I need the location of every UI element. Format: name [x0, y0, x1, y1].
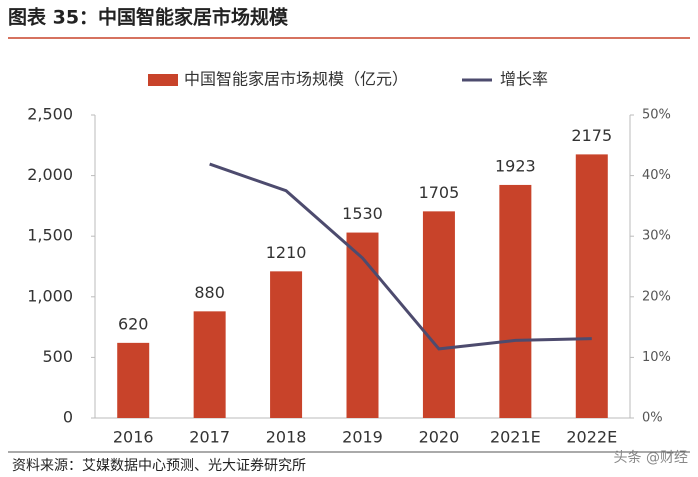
y-tick-label: 500	[42, 347, 73, 366]
value-label: 1210	[266, 243, 307, 262]
y-tick-label: 1,000	[27, 286, 73, 305]
legend-label: 中国智能家居市场规模（亿元）	[184, 70, 408, 89]
source: 资料来源：艾媒数据中心预测、光大证券研究所	[12, 458, 306, 474]
y-tick-label: 2,500	[27, 105, 73, 124]
value-label: 620	[118, 314, 149, 333]
value-label: 2175	[571, 126, 612, 145]
y2-tick-label: 20%	[642, 289, 671, 304]
bar	[422, 211, 455, 418]
growth-line	[209, 162, 592, 351]
bar	[346, 232, 379, 418]
y-tick-label: 2,000	[27, 165, 73, 184]
x-tick-label: 2022E	[566, 428, 617, 447]
bar	[193, 311, 226, 418]
x-tick-label: 2020	[419, 428, 460, 447]
bar	[117, 342, 150, 418]
chart-title: 图表 35：中国智能家居市场规模	[8, 6, 289, 29]
bar	[575, 154, 608, 418]
value-label: 1923	[495, 156, 536, 175]
bar	[499, 184, 532, 418]
x-tick-label: 2021E	[490, 428, 541, 447]
y2-tick-label: 30%	[642, 229, 671, 244]
y2-tick-label: 10%	[642, 350, 671, 365]
watermark: 头条 @财经	[614, 449, 688, 466]
y-tick-label: 1,500	[27, 226, 73, 245]
y2-tick-label: 50%	[642, 108, 671, 123]
legend-label: 增长率	[500, 70, 548, 89]
value-label: 880	[194, 283, 225, 302]
x-tick-label: 2018	[266, 428, 307, 447]
y-tick-label: 0	[63, 408, 73, 427]
value-label: 1530	[342, 204, 383, 223]
x-tick-label: 2016	[113, 428, 154, 447]
x-tick-label: 2017	[189, 428, 230, 447]
bar	[270, 271, 303, 418]
y2-tick-label: 0%	[642, 411, 663, 426]
x-tick-label: 2019	[342, 428, 383, 447]
legend-swatch	[148, 74, 178, 86]
y2-tick-label: 40%	[642, 168, 671, 183]
value-label: 1705	[419, 183, 460, 202]
